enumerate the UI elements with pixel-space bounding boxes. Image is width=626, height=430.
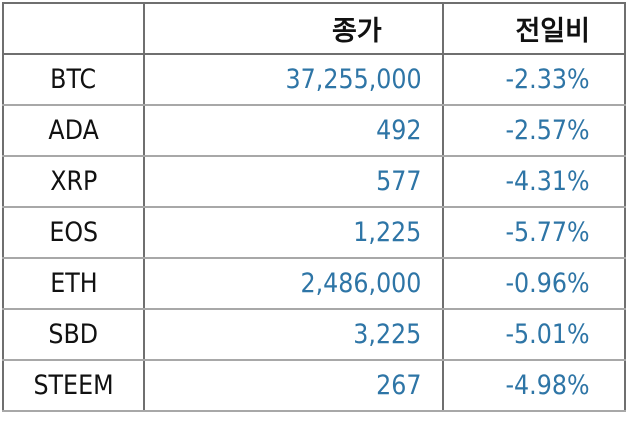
change-percent: -2.33% [505,64,590,95]
header-row: 종가 전일비 [2,2,626,55]
change-percent-cell: -0.96% [441,257,626,310]
change-percent: -4.98% [505,370,590,401]
close-price: 492 [376,115,422,146]
coin-name: ETH [49,268,98,299]
header-change: 전일비 [441,2,626,55]
close-price-cell: 2,486,000 [142,257,444,310]
change-percent-cell: -5.77% [441,206,626,259]
table-row: STEEM 267 -4.98% [2,359,626,412]
change-percent: -4.31% [505,166,590,197]
change-percent: -5.01% [505,319,590,350]
coin-name: XRP [49,166,98,197]
close-price: 37,255,000 [285,64,422,95]
coin-name-cell: EOS [2,206,145,259]
close-price-cell: 577 [142,155,444,208]
change-percent: -5.77% [505,217,590,248]
close-price: 267 [376,370,422,401]
coin-name-cell: ADA [2,104,145,157]
coin-name-cell: XRP [2,155,145,208]
table-row: SBD 3,225 -5.01% [2,308,626,361]
close-price: 1,225 [353,217,422,248]
close-price-cell: 3,225 [142,308,444,361]
close-price: 577 [376,166,422,197]
table-row: ETH 2,486,000 -0.96% [2,257,626,310]
coin-name: BTC [50,64,97,95]
header-blank [2,2,145,55]
change-percent: -0.96% [505,268,590,299]
change-percent-cell: -5.01% [441,308,626,361]
close-price-cell: 492 [142,104,444,157]
close-price-cell: 37,255,000 [142,53,444,106]
table-row: BTC 37,255,000 -2.33% [2,53,626,106]
coin-name-cell: STEEM [2,359,145,412]
coin-name-cell: ETH [2,257,145,310]
close-price: 3,225 [353,319,422,350]
table-row: ADA 492 -2.57% [2,104,626,157]
price-table: 종가 전일비 BTC 37,255,000 -2.33% ADA 492 -2.57% XR… [2,2,626,412]
table-row: XRP 577 -4.31% [2,155,626,208]
coin-name-cell: BTC [2,53,145,106]
coin-name: STEEM [33,370,114,401]
change-percent-cell: -2.33% [441,53,626,106]
header-close: 종가 [142,2,444,55]
change-percent-cell: -2.57% [441,104,626,157]
change-percent-cell: -4.98% [441,359,626,412]
coin-name: ADA [48,115,99,146]
close-price-cell: 1,225 [142,206,444,259]
coin-name: EOS [49,217,98,248]
close-price-cell: 267 [142,359,444,412]
coin-name: SBD [48,319,99,350]
table-row: EOS 1,225 -5.77% [2,206,626,259]
change-percent: -2.57% [505,115,590,146]
change-percent-cell: -4.31% [441,155,626,208]
close-price: 2,486,000 [300,268,422,299]
coin-name-cell: SBD [2,308,145,361]
